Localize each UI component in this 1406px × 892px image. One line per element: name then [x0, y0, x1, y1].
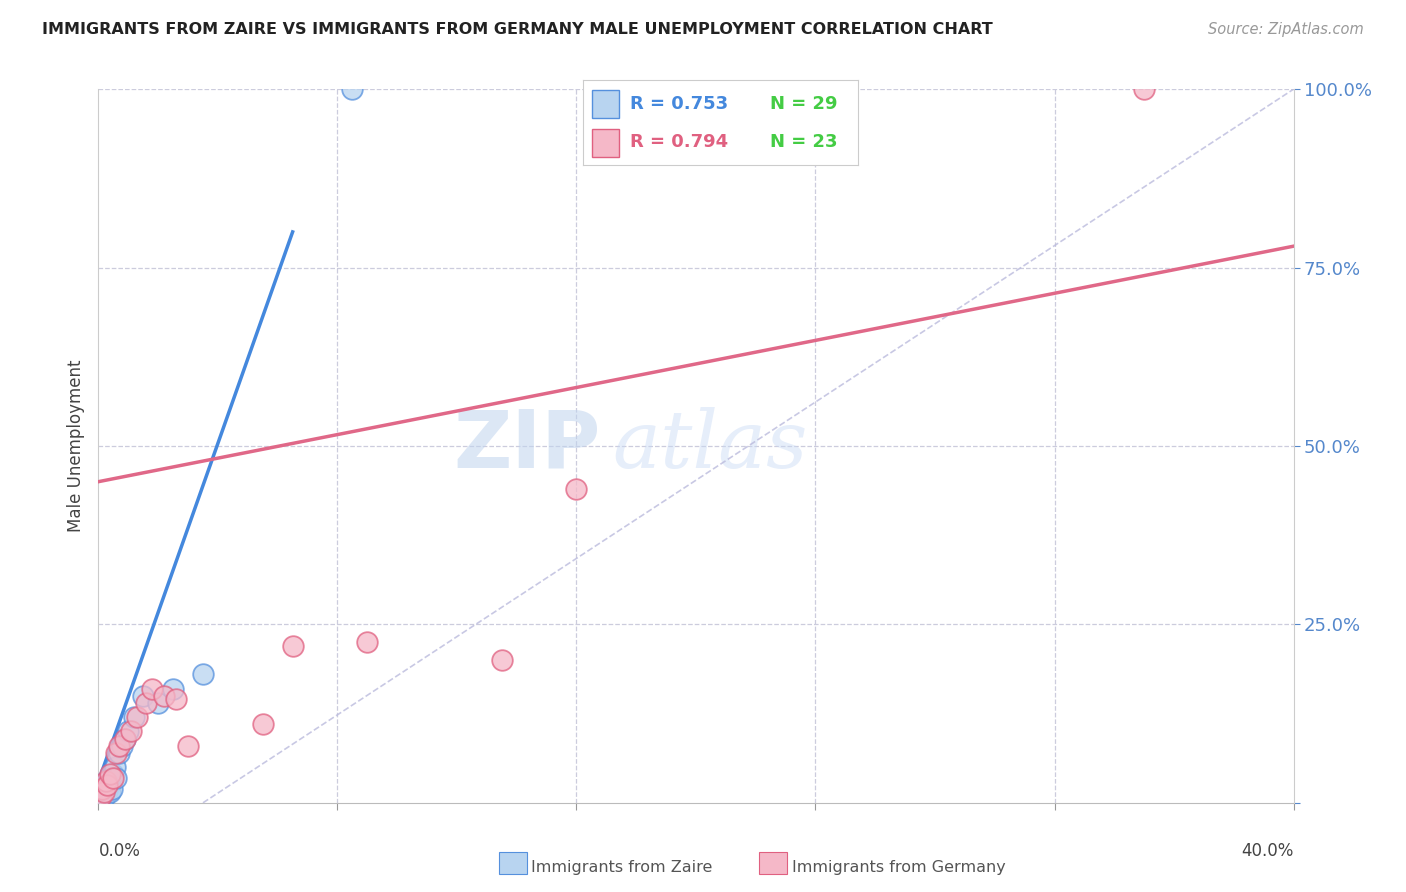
Text: ZIP: ZIP — [453, 407, 600, 485]
Point — [91, 781, 114, 796]
Text: N = 23: N = 23 — [770, 133, 838, 151]
Text: 40.0%: 40.0% — [1241, 842, 1294, 860]
Point — [132, 689, 155, 703]
Point — [90, 789, 112, 803]
Point — [117, 724, 139, 739]
Point — [1133, 82, 1156, 96]
Point — [103, 767, 125, 781]
Point — [94, 774, 117, 789]
Point — [191, 667, 214, 681]
Point — [252, 717, 274, 731]
Point — [114, 731, 136, 746]
Point — [97, 778, 120, 792]
Bar — [592, 128, 619, 157]
Point — [281, 639, 304, 653]
Point — [148, 696, 170, 710]
Point — [356, 635, 378, 649]
Text: Immigrants from Zaire: Immigrants from Zaire — [531, 860, 713, 874]
Point — [135, 696, 157, 710]
Point — [96, 781, 118, 796]
Text: N = 29: N = 29 — [770, 95, 838, 112]
Point — [89, 792, 111, 806]
Point — [101, 781, 124, 796]
Point — [111, 739, 134, 753]
Bar — [592, 89, 619, 118]
Text: IMMIGRANTS FROM ZAIRE VS IMMIGRANTS FROM GERMANY MALE UNEMPLOYMENT CORRELATION C: IMMIGRANTS FROM ZAIRE VS IMMIGRANTS FROM… — [42, 22, 993, 37]
Point — [342, 82, 364, 96]
Point — [565, 482, 588, 496]
Point — [91, 781, 114, 796]
Point — [120, 724, 142, 739]
Point — [96, 778, 118, 792]
Point — [94, 789, 117, 803]
Text: Source: ZipAtlas.com: Source: ZipAtlas.com — [1208, 22, 1364, 37]
Point — [97, 774, 120, 789]
Point — [141, 681, 163, 696]
Y-axis label: Male Unemployment: Male Unemployment — [66, 359, 84, 533]
Text: 0.0%: 0.0% — [98, 842, 141, 860]
Point — [104, 760, 127, 774]
Point — [96, 785, 118, 799]
Point — [91, 789, 114, 803]
Point — [90, 785, 112, 799]
Point — [103, 771, 125, 785]
Point — [124, 710, 146, 724]
Point — [108, 739, 131, 753]
Point — [100, 771, 122, 785]
Point — [108, 746, 131, 760]
Point — [114, 731, 136, 746]
Point — [100, 767, 122, 781]
Point — [94, 774, 117, 789]
Point — [127, 710, 149, 724]
Point — [105, 771, 128, 785]
Point — [105, 746, 128, 760]
Text: atlas: atlas — [613, 408, 807, 484]
Point — [93, 785, 115, 799]
Point — [93, 778, 115, 792]
Point — [153, 689, 176, 703]
Point — [162, 681, 184, 696]
Point — [491, 653, 513, 667]
Point — [90, 789, 112, 803]
Text: R = 0.753: R = 0.753 — [630, 95, 728, 112]
Point — [165, 692, 187, 706]
Point — [93, 785, 115, 799]
Text: R = 0.794: R = 0.794 — [630, 133, 728, 151]
Point — [177, 739, 200, 753]
Text: Immigrants from Germany: Immigrants from Germany — [792, 860, 1005, 874]
Point — [98, 785, 121, 799]
